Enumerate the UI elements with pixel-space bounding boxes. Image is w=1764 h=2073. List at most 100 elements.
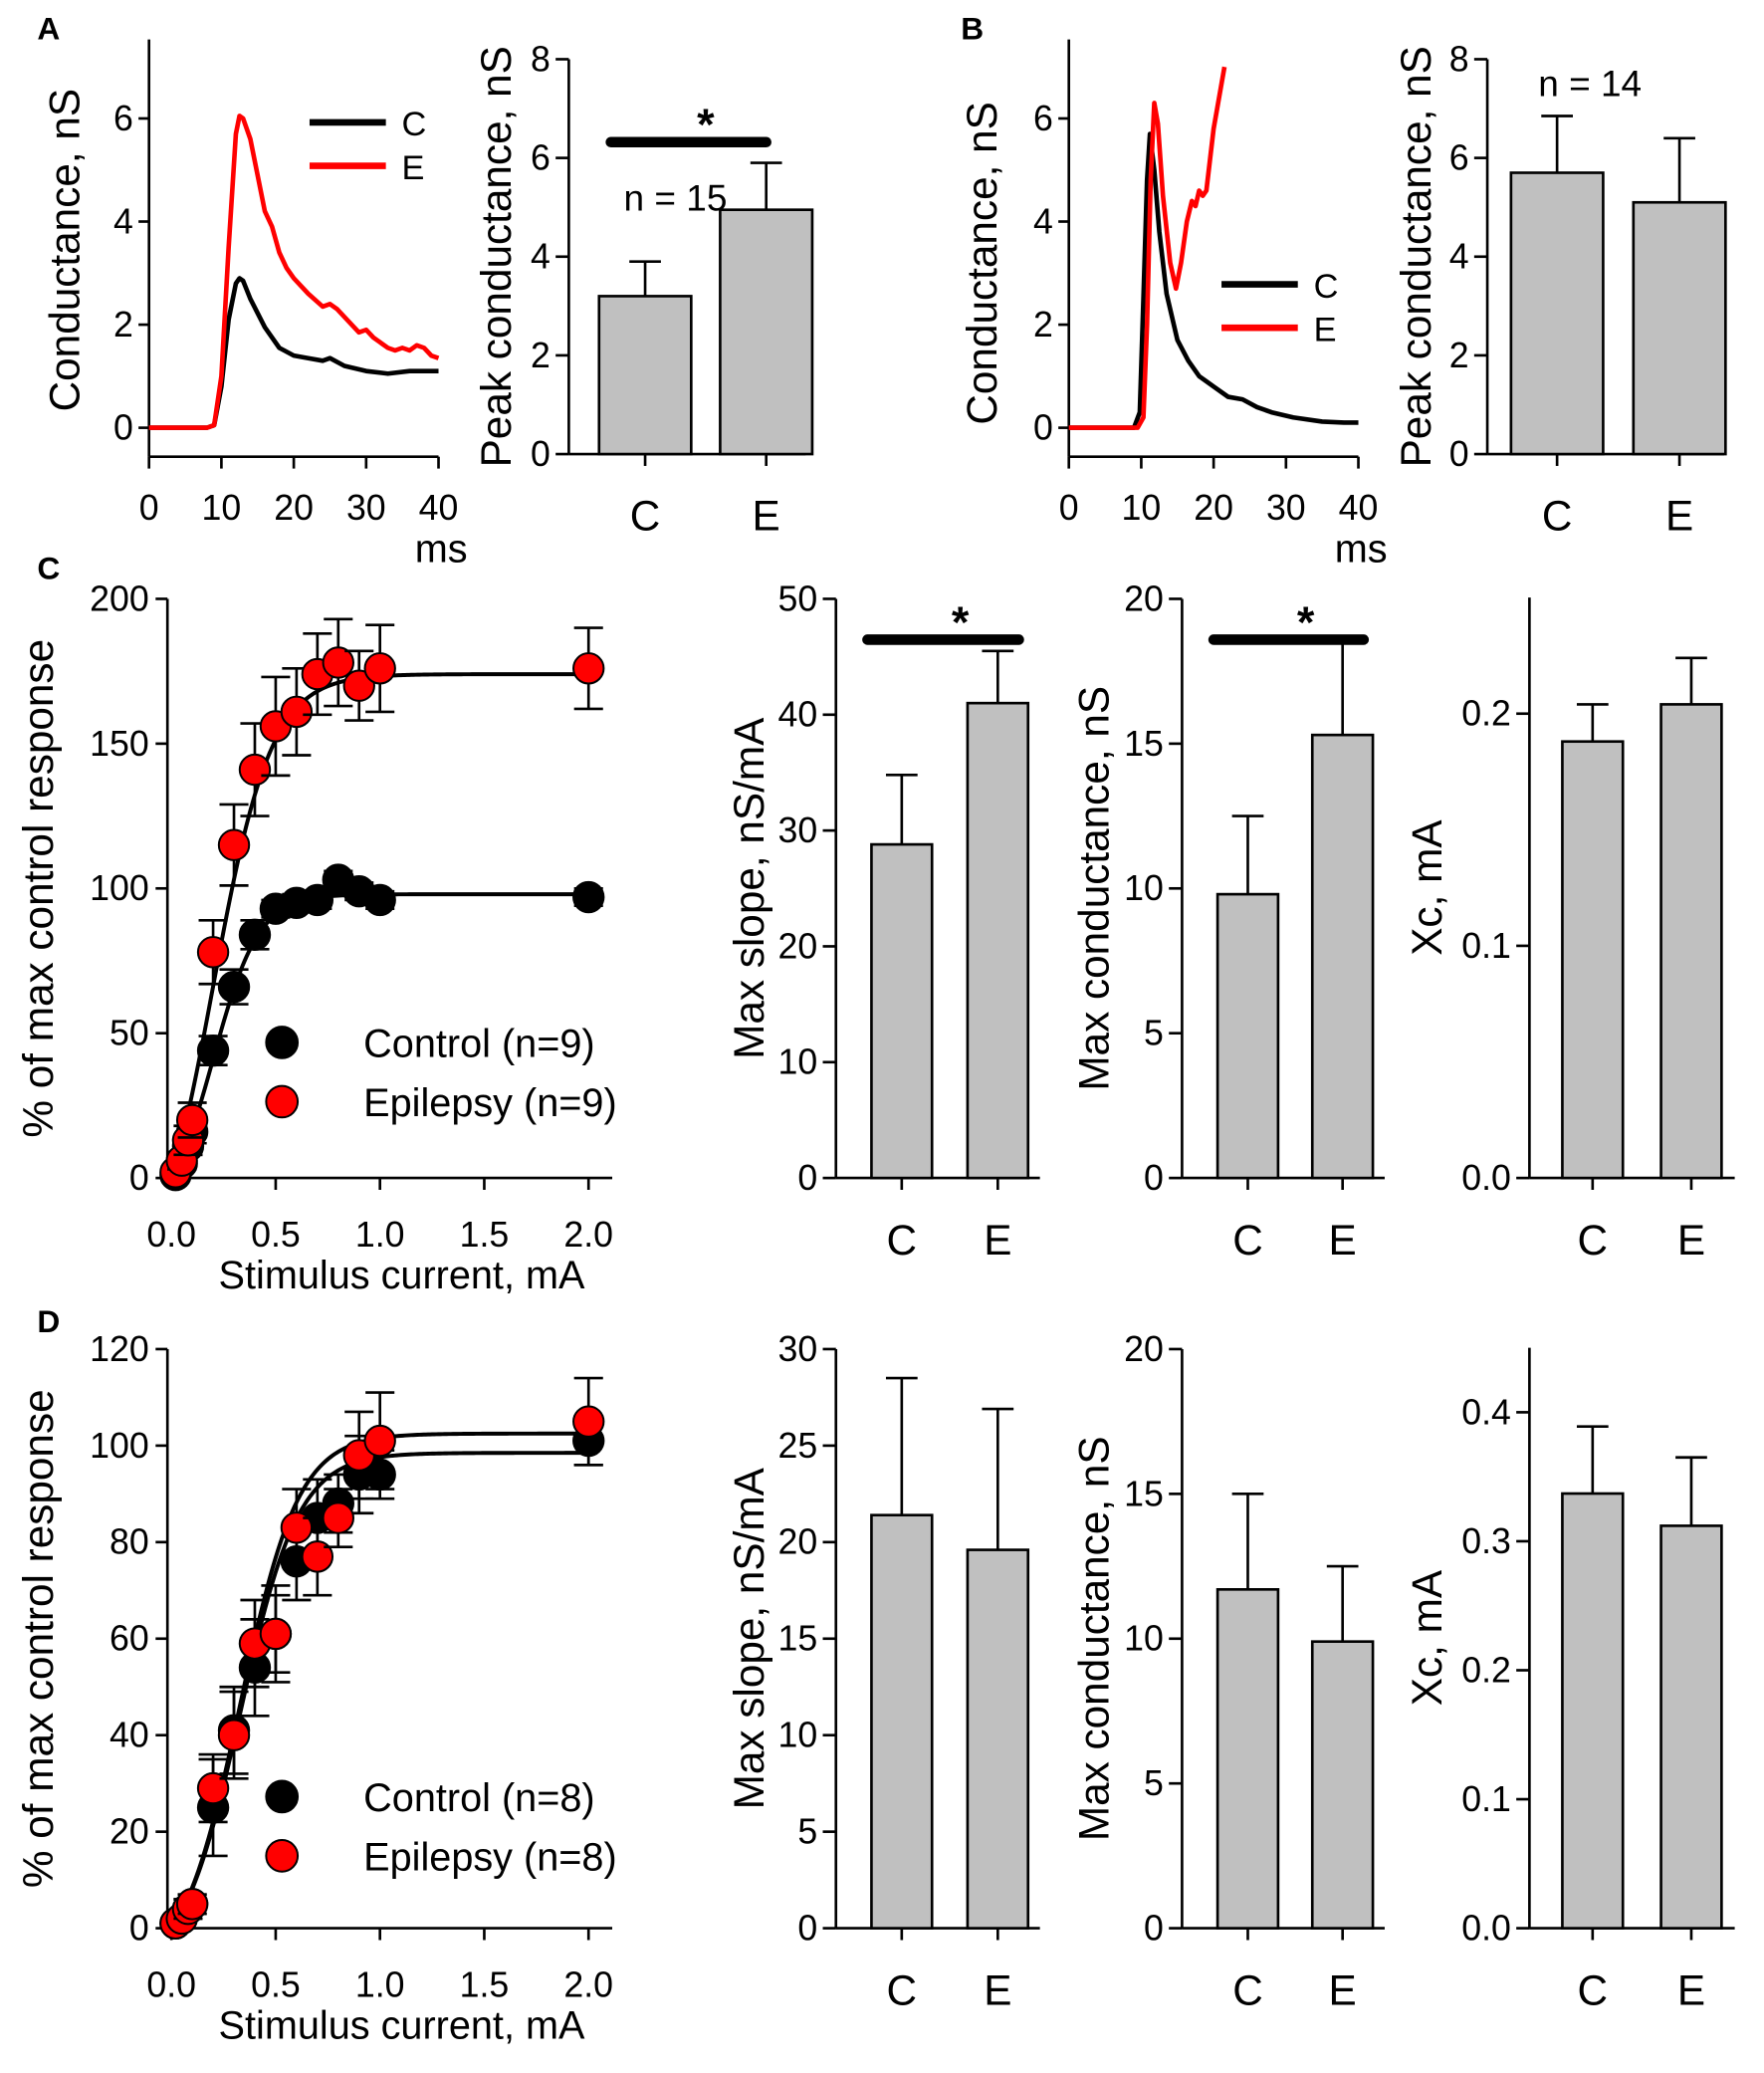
significance-star: * <box>697 99 715 149</box>
bar-C <box>1509 171 1605 456</box>
bar-C <box>597 295 693 456</box>
legend-label: Control (n=8) <box>363 1776 594 1820</box>
y-axis-label: Peak conductance, nS <box>473 46 520 467</box>
y-tick-label: 2 <box>1033 305 1053 345</box>
chart-D-slope: 0 5 10 15 20 25 30 C E Max slope, nS/mA <box>726 1329 1040 2013</box>
x-tick-label: 1.0 <box>355 1215 405 1255</box>
y-tick-label: 30 <box>778 1329 818 1369</box>
fit-curve-0 <box>173 1451 597 1924</box>
x-tick-label: 0.0 <box>146 1964 196 2004</box>
significance-star: * <box>1297 596 1315 647</box>
chart-D-cond: 0 5 10 15 20 C E Max conductance, nS <box>1070 1329 1385 2013</box>
x-tick-label: 2.0 <box>563 1964 613 2004</box>
y-tick-label: 4 <box>531 237 551 277</box>
x-tick-label: E <box>1329 1217 1357 1264</box>
x-tick-label: 0.5 <box>251 1964 301 2004</box>
x-tick-label: 1.0 <box>355 1964 405 2004</box>
y-tick-label: 15 <box>1124 724 1164 764</box>
y-tick-label: 25 <box>778 1426 818 1466</box>
panel-label-d: D <box>37 1303 60 1339</box>
x-tick-label: E <box>984 1966 1011 2013</box>
y-axis-label: Max slope, nS/mA <box>726 717 772 1059</box>
y-tick-label: 120 <box>90 1329 149 1369</box>
legend-marker-0 <box>265 1026 300 1059</box>
y-tick-label: 50 <box>110 1014 149 1053</box>
y-tick-label: 0 <box>113 408 133 448</box>
y-tick-label: 0 <box>129 1158 149 1198</box>
trace-E <box>148 114 440 430</box>
bar-C <box>1561 740 1625 1180</box>
trace-C <box>1068 131 1359 430</box>
y-tick-label: 4 <box>113 201 133 241</box>
n-annotation: n = 14 <box>1538 62 1642 104</box>
y-tick-label: 5 <box>797 1812 817 1852</box>
data-point-control <box>301 883 334 917</box>
y-tick-label: 6 <box>1449 138 1469 178</box>
data-point-epilepsy <box>322 1501 354 1534</box>
data-point-control <box>217 970 251 1004</box>
data-point-epilepsy <box>301 1540 334 1573</box>
x-tick-label: 2.0 <box>563 1215 613 1255</box>
data-point-epilepsy <box>363 652 396 685</box>
x-tick-label: 20 <box>274 488 314 528</box>
data-point-epilepsy <box>572 1405 605 1438</box>
legend-label: C <box>402 106 427 143</box>
chart-C-xc: 0.0 0.1 0.2 C E Xc, mA <box>1404 597 1735 1264</box>
y-tick-label: 0.2 <box>1461 1650 1511 1690</box>
x-tick-label: C <box>630 493 661 540</box>
trace-E <box>1068 66 1227 430</box>
y-tick-label: 6 <box>1033 99 1053 138</box>
data-point-epilepsy <box>217 1719 251 1751</box>
chart-C-slope: 0 10 20 30 40 50 C E * Max slope, nS/mA <box>726 578 1040 1264</box>
x-tick-label: 40 <box>419 488 459 528</box>
data-point-epilepsy <box>217 828 251 861</box>
x-tick-label: C <box>1578 1966 1609 2013</box>
y-tick-label: 8 <box>1449 39 1469 79</box>
x-tick-label: C <box>887 1217 918 1264</box>
n-annotation: n = 15 <box>624 177 728 219</box>
y-tick-label: 4 <box>1033 201 1053 241</box>
y-tick-label: 0.1 <box>1461 1779 1511 1819</box>
y-tick-label: 30 <box>778 810 818 850</box>
bar-E <box>966 1548 1030 1930</box>
y-tick-label: 10 <box>1124 868 1164 908</box>
panel-label-a: A <box>37 11 60 47</box>
x-tick-label: 30 <box>346 488 386 528</box>
y-tick-label: 20 <box>1124 1329 1164 1369</box>
y-axis-label: % of max control response <box>15 1389 62 1888</box>
y-axis-label: Xc, mA <box>1404 1569 1450 1706</box>
y-tick-label: 20 <box>778 926 818 966</box>
data-point-epilepsy <box>259 1617 293 1651</box>
data-point-epilepsy <box>280 1511 314 1544</box>
data-point-control <box>572 880 605 914</box>
x-tick-label: E <box>984 1217 1011 1264</box>
y-tick-label: 2 <box>1449 336 1469 375</box>
y-tick-label: 40 <box>778 695 818 735</box>
y-tick-label: 0 <box>1033 408 1053 448</box>
y-tick-label: 100 <box>90 1426 149 1466</box>
legend-marker-0 <box>265 1779 300 1814</box>
y-axis-label: Max slope, nS/mA <box>726 1467 772 1809</box>
y-tick-label: 8 <box>531 39 551 79</box>
y-tick-label: 10 <box>778 1042 818 1082</box>
y-tick-label: 0 <box>797 1908 817 1948</box>
y-tick-label: 20 <box>778 1522 818 1562</box>
x-tick-label: C <box>887 1966 918 2013</box>
data-point-epilepsy <box>280 695 314 729</box>
x-tick-label: 10 <box>1122 488 1162 528</box>
x-axis-label: ms <box>415 527 468 571</box>
data-point-epilepsy <box>342 669 375 702</box>
trace-C <box>148 276 439 430</box>
y-tick-label: 5 <box>1144 1014 1164 1053</box>
y-axis-label: Conductance, nS <box>42 89 89 411</box>
bar-E <box>1310 733 1375 1180</box>
bar-C <box>1215 1588 1280 1930</box>
chart-D-xc: 0.0 0.1 0.2 0.3 0.4 C E Xc, mA <box>1404 1347 1735 2013</box>
y-tick-label: 2 <box>531 336 551 375</box>
panel-label-b: B <box>961 11 984 47</box>
y-axis-label: Conductance, nS <box>959 102 1005 425</box>
x-tick-label: 20 <box>1194 488 1233 528</box>
y-tick-label: 50 <box>778 578 818 618</box>
y-tick-label: 60 <box>110 1619 149 1659</box>
